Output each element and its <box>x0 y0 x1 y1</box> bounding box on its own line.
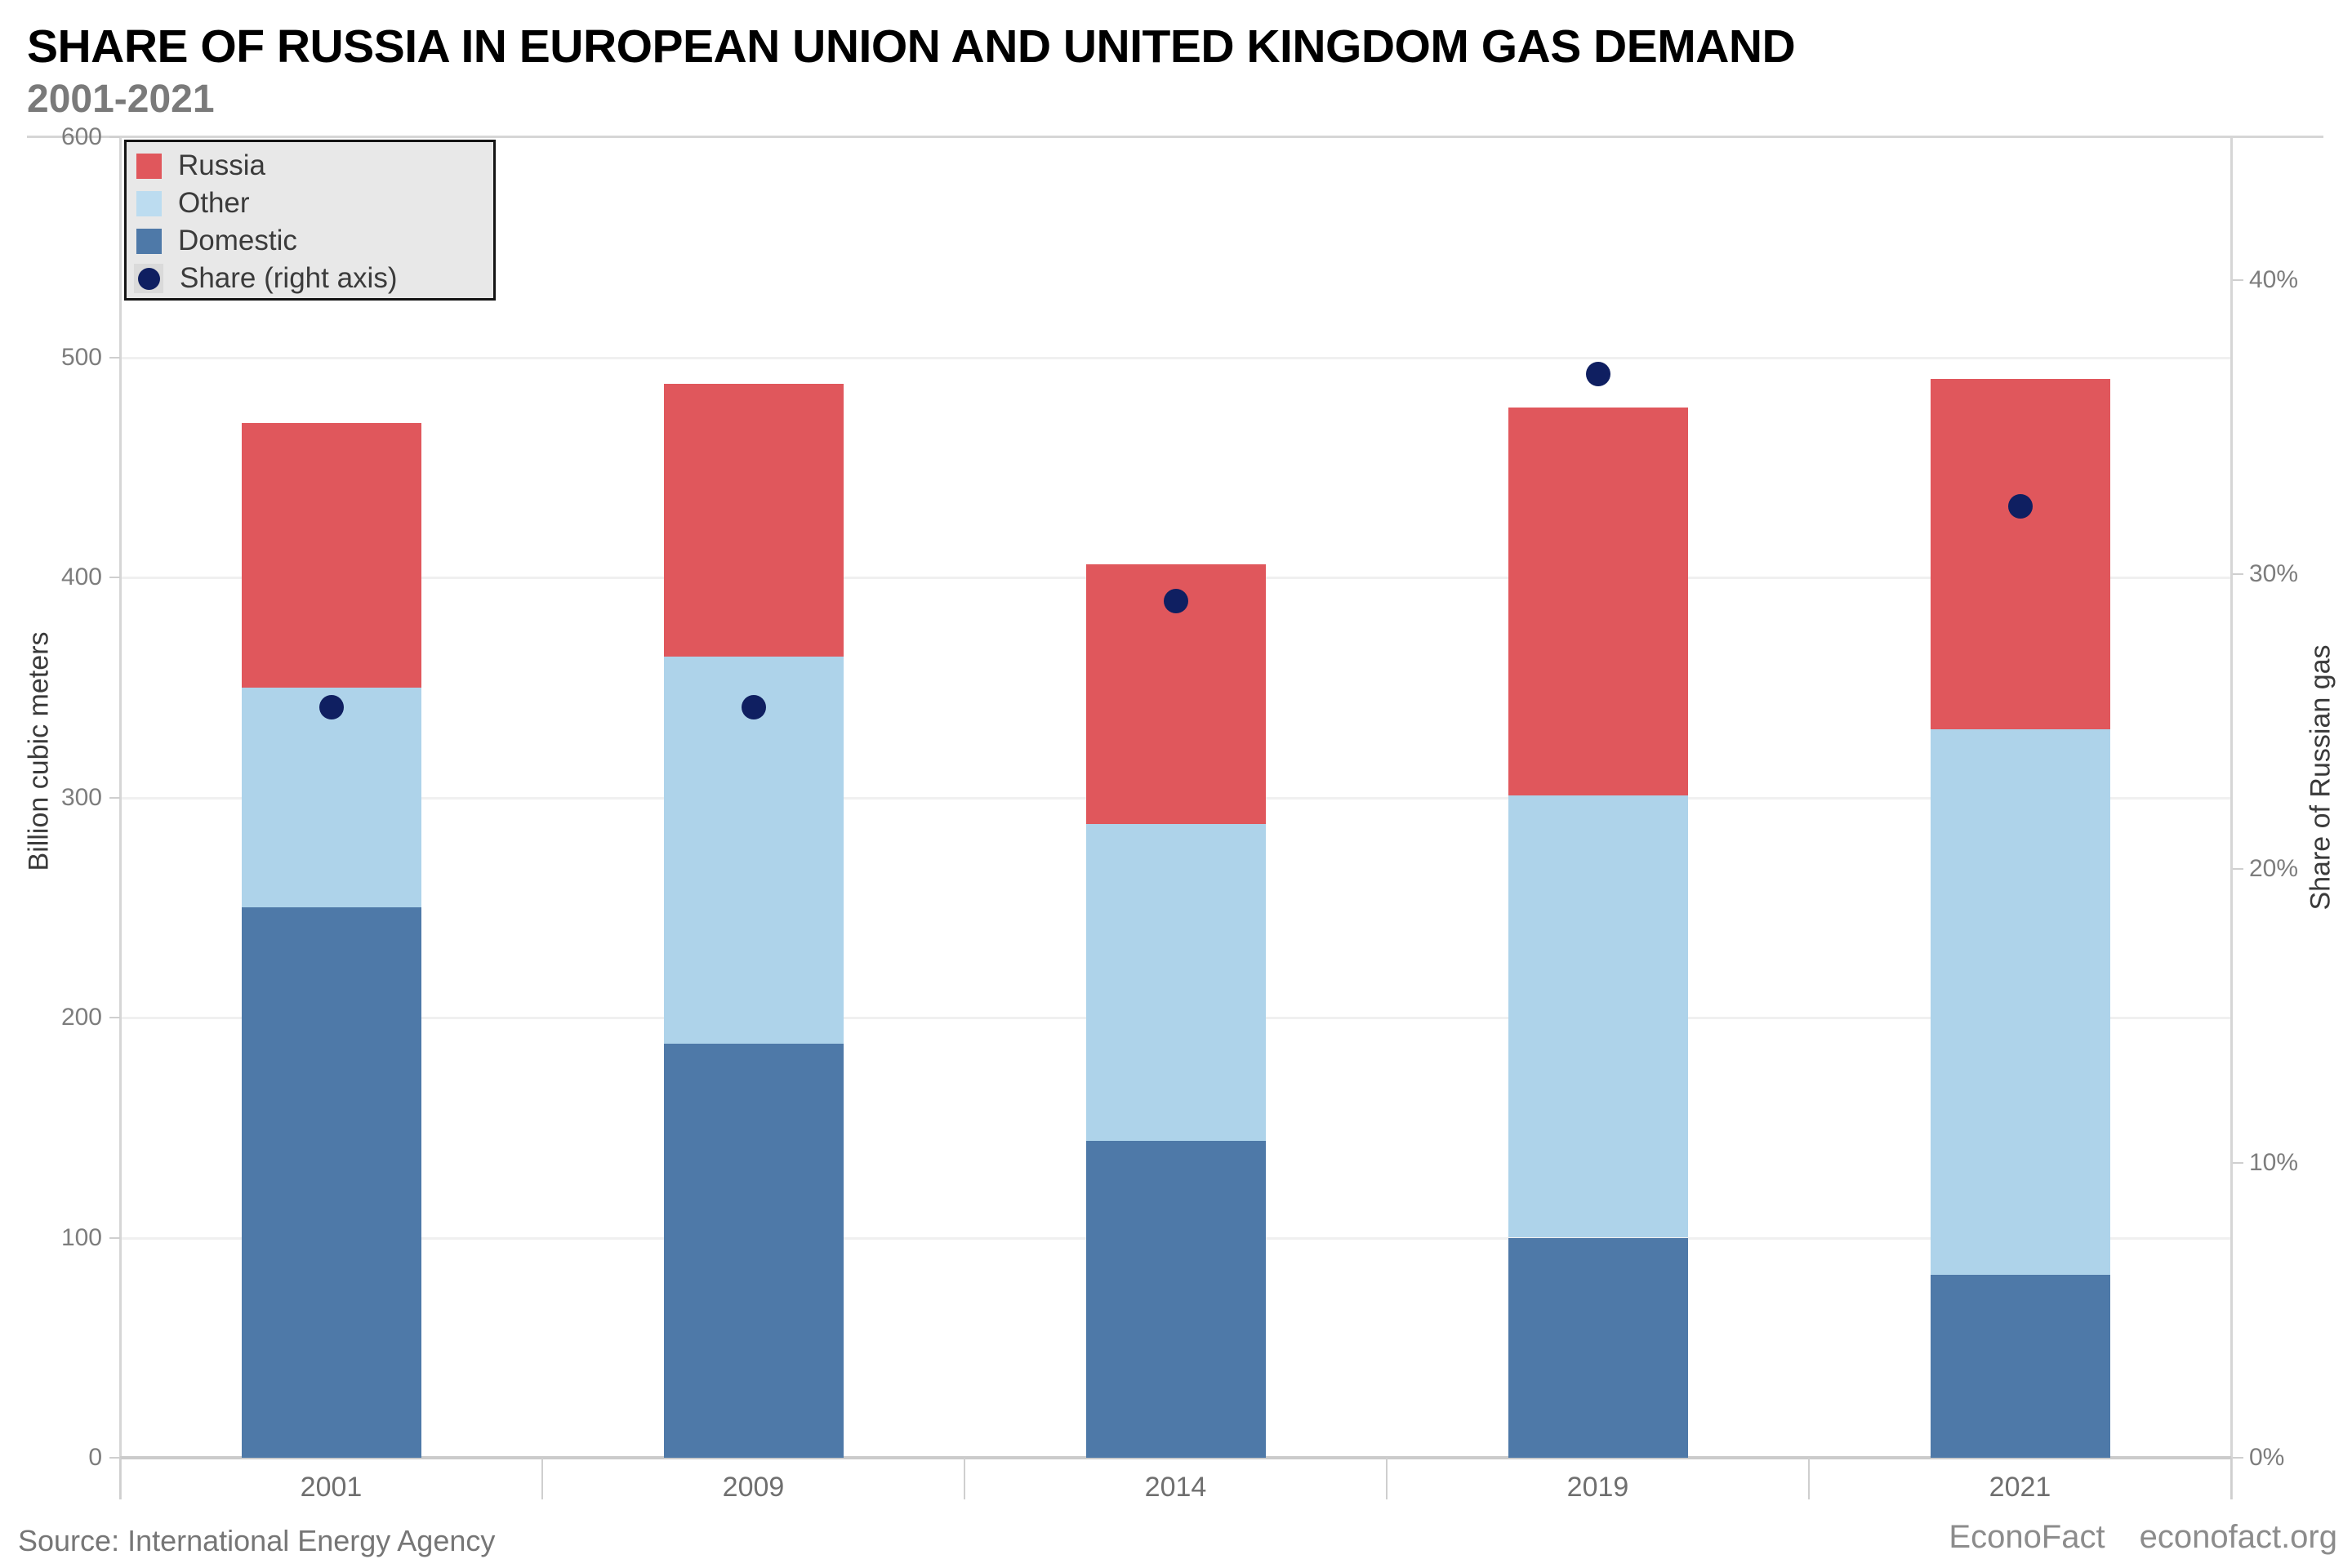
bar-segment-domestic-2021 <box>1930 1275 2110 1458</box>
y-tick-label: 600 <box>60 123 102 150</box>
plot-top-border <box>27 136 2323 138</box>
source-note: Source: International Energy Agency <box>18 1524 496 1557</box>
page-title: SHARE OF RUSSIA IN EUROPEAN UNION AND UN… <box>27 20 1796 73</box>
y-axis-tick <box>109 796 120 799</box>
x-axis-tick <box>541 1458 543 1499</box>
x-axis-tick <box>2230 1458 2232 1499</box>
x-axis-tick <box>119 1458 121 1499</box>
bar-segment-domestic-2014 <box>1085 1140 1266 1458</box>
legend-item-domestic: Domestic <box>136 222 493 260</box>
pct-axis-tick <box>2233 867 2243 870</box>
bar-segment-russia-2009 <box>663 383 844 657</box>
share-dot-icon <box>137 267 160 290</box>
legend-item-label: Russia <box>178 149 265 181</box>
bar-segment-domestic-2001 <box>241 907 421 1458</box>
bar-segment-other-2021 <box>1930 728 2110 1276</box>
pct-axis-tick <box>2233 278 2243 281</box>
x-axis-tick <box>964 1458 965 1499</box>
y-tick-label: 500 <box>60 343 102 371</box>
page-subtitle: 2001-2021 <box>27 78 215 121</box>
legend-item-label: Domestic <box>178 225 297 256</box>
legend-item-other: Other <box>136 185 493 222</box>
footer-brand: EconoFact econofact.org <box>1949 1519 2337 1556</box>
pct-tick-label: 10% <box>2249 1149 2299 1177</box>
bar-segment-other-2019 <box>1508 795 1688 1238</box>
y-tick-label: 300 <box>60 783 102 811</box>
legend-square-icon <box>136 228 162 254</box>
bar-segment-russia-2019 <box>1508 408 1688 795</box>
legend-item-share: Share (right axis) <box>134 260 493 297</box>
y-tick-label: 200 <box>60 1004 102 1031</box>
legend-dot-marker-bg <box>134 264 163 293</box>
pct-tick-label: 20% <box>2249 854 2299 882</box>
x-axis-line <box>120 1456 2231 1459</box>
x-tick-label-2014: 2014 <box>1144 1472 1207 1503</box>
share-dot-2001 <box>318 694 344 719</box>
y-axis-tick <box>109 1017 120 1018</box>
share-dot-2009 <box>741 694 766 719</box>
y-axis-tick <box>109 577 120 578</box>
pct-axis-tick <box>2233 573 2243 576</box>
pct-axis-tick <box>2233 1457 2243 1459</box>
y-tick-label: 100 <box>60 1223 102 1251</box>
y-tick-label: 0 <box>88 1444 102 1471</box>
x-tick-label-2001: 2001 <box>300 1472 363 1503</box>
x-tick-label-2009: 2009 <box>722 1472 785 1503</box>
share-dot-2014 <box>1163 588 1188 613</box>
left-axis-line <box>119 137 122 1499</box>
x-tick-label-2019: 2019 <box>1566 1472 1629 1503</box>
bar-segment-other-2014 <box>1085 823 1266 1141</box>
gridline <box>120 356 2231 359</box>
right-axis-title: Share of Russian gas <box>2305 644 2336 911</box>
y-axis-tick <box>109 356 120 359</box>
y-axis-tick <box>109 1236 120 1239</box>
bar-segment-russia-2001 <box>241 423 421 688</box>
x-axis-tick <box>1808 1458 1810 1499</box>
brand-site: econofact.org <box>2139 1519 2337 1555</box>
bar-segment-domestic-2009 <box>663 1044 844 1458</box>
x-axis-tick <box>1386 1458 1388 1499</box>
legend-square-icon <box>136 153 162 179</box>
legend-square-icon <box>136 190 162 216</box>
legend-item-label: Other <box>178 187 250 219</box>
left-axis-title: Billion cubic meters <box>23 631 55 871</box>
bar-segment-domestic-2019 <box>1508 1237 1688 1458</box>
y-axis-tick <box>109 1457 120 1459</box>
share-dot-2021 <box>2007 494 2033 519</box>
y-tick-label: 400 <box>60 564 102 590</box>
pct-tick-label: 30% <box>2249 560 2299 588</box>
bar-segment-other-2001 <box>241 687 421 908</box>
legend-item-russia: Russia <box>136 147 493 185</box>
bar-segment-other-2009 <box>663 657 844 1045</box>
bar-segment-russia-2021 <box>1930 379 2110 729</box>
right-axis-line <box>2230 137 2233 1499</box>
brand-name: EconoFact <box>1949 1519 2105 1555</box>
pct-tick-label: 0% <box>2249 1444 2285 1471</box>
pct-tick-label: 40% <box>2249 265 2299 293</box>
pct-axis-tick <box>2233 1162 2243 1165</box>
legend: Russia Other Domestic Share (right axis) <box>124 140 496 301</box>
share-dot-2019 <box>1585 362 1610 387</box>
x-tick-label-2021: 2021 <box>1989 1472 2051 1503</box>
legend-item-label: Share (right axis) <box>180 262 398 294</box>
y-axis-tick <box>109 136 120 138</box>
